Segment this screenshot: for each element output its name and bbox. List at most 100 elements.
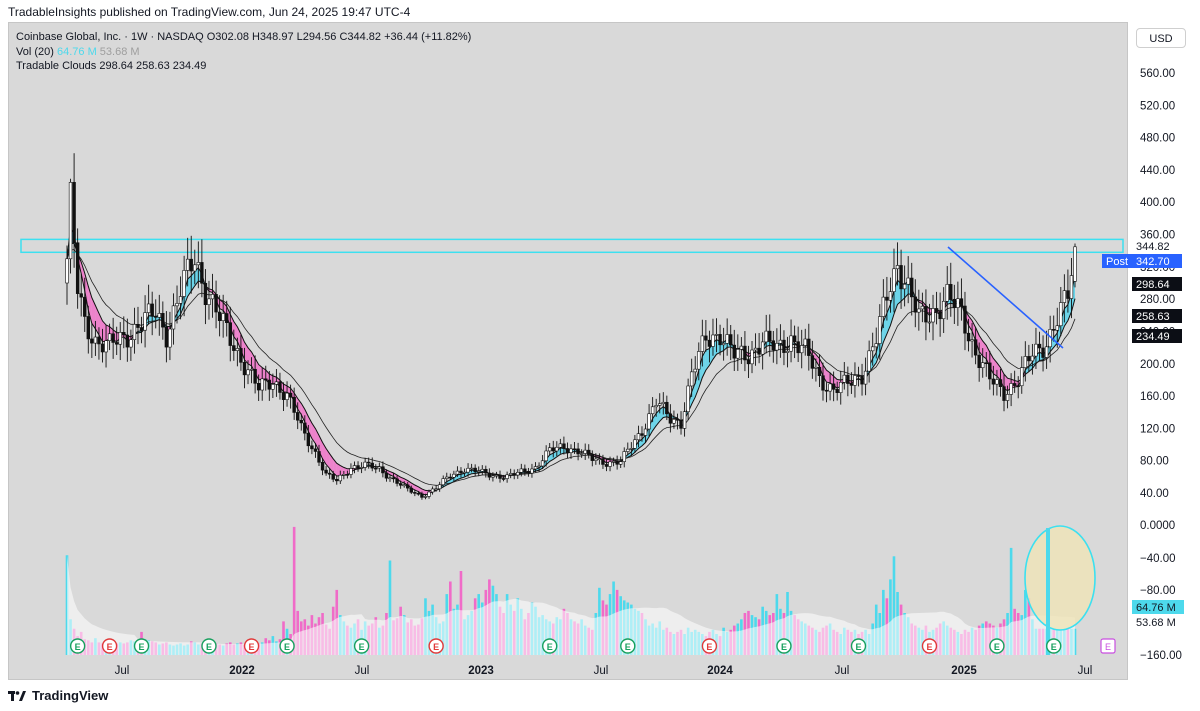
candle-body	[377, 466, 382, 469]
cloud-segment	[659, 406, 664, 422]
earnings-marker-ring	[243, 638, 260, 654]
price-axis[interactable]	[1128, 22, 1200, 680]
earnings-marker-icon: E	[542, 638, 558, 654]
candle-body	[594, 458, 598, 461]
cloud-segment	[177, 306, 181, 319]
candle-body	[175, 303, 179, 307]
candle-body	[583, 449, 587, 454]
price-tick-label: 520.00	[1140, 100, 1175, 112]
candle-body	[835, 389, 839, 393]
candle-body	[771, 340, 776, 351]
candle-body	[725, 334, 729, 344]
candle-body	[565, 448, 570, 453]
candle-body	[679, 419, 683, 429]
cloud-segment	[336, 463, 341, 477]
candle-body	[86, 316, 90, 340]
cloud-segment	[1071, 274, 1075, 312]
candle-body	[913, 296, 917, 313]
candle-body	[995, 379, 999, 385]
candle-body	[626, 448, 630, 452]
candle-body	[516, 472, 520, 476]
candle-body	[945, 284, 949, 302]
candle-body	[342, 474, 346, 476]
earnings-marker-text: E	[706, 642, 712, 652]
cloud-segment	[95, 305, 99, 335]
candle-body	[1027, 356, 1031, 362]
candle-body	[462, 471, 467, 474]
volume-legend[interactable]: Vol (20) 64.76 M 53.68 M	[16, 45, 471, 60]
clouds-legend[interactable]: Tradable Clouds 298.64 258.63 234.49	[16, 60, 207, 72]
candle-body	[157, 313, 161, 318]
candle-body	[79, 293, 83, 298]
candle-body	[775, 343, 779, 351]
chart-pane[interactable]	[8, 22, 1128, 680]
price-tick-label: 360.00	[1140, 230, 1175, 242]
cloud-segment	[546, 454, 550, 465]
candle-body	[413, 492, 417, 494]
candle-body	[299, 419, 303, 424]
cloud-segment	[340, 465, 344, 476]
candle-body	[189, 258, 193, 272]
candle-body	[406, 484, 410, 489]
candle-body	[622, 451, 626, 462]
candle-body	[849, 383, 854, 386]
price-tick-label: 200.00	[1140, 359, 1175, 371]
candle-body	[881, 296, 886, 317]
candle-body	[938, 311, 942, 320]
candle-body	[288, 392, 293, 398]
time-tick-label: 2024	[707, 665, 733, 677]
earnings-marker-text: E	[547, 642, 553, 652]
ticker-info[interactable]: Coinbase Global, Inc. · 1W · NASDAQ O302…	[16, 31, 472, 43]
cloud-segment	[333, 458, 337, 477]
currency-button[interactable]: USD	[1136, 28, 1186, 48]
candle-body	[810, 355, 815, 369]
candle-body	[867, 350, 871, 372]
cloud-segment	[645, 426, 650, 443]
candle-body	[423, 496, 428, 498]
cloud-segment	[191, 271, 195, 292]
candle-body	[246, 369, 250, 376]
candle-body	[136, 324, 140, 328]
candle-body	[139, 327, 144, 331]
price-tick-label: 80.00	[1140, 456, 1169, 468]
candle-body	[526, 471, 531, 474]
candle-body	[998, 379, 1003, 387]
volume-tick-label: −40.00	[1140, 553, 1176, 565]
candle-body	[232, 345, 236, 351]
candle-body	[72, 182, 76, 244]
candle-body	[885, 296, 889, 301]
candle-body	[296, 412, 300, 421]
candle-body	[154, 316, 158, 318]
post-market-label: Post	[1106, 256, 1128, 268]
candle-body	[477, 470, 481, 473]
earnings-marker-text: E	[625, 642, 631, 652]
candle-body	[633, 439, 637, 449]
candle-body	[114, 342, 119, 345]
candle-body	[313, 448, 318, 452]
volume-average-layer	[67, 555, 1075, 655]
candle-body	[1062, 290, 1067, 303]
time-tick-label: 2023	[468, 665, 494, 677]
tradingview-brand[interactable]: TradingView	[8, 688, 108, 703]
candle-body	[1016, 385, 1020, 387]
earnings-marker-text: E	[359, 642, 365, 652]
candle-body	[264, 378, 268, 381]
candle-body	[395, 478, 399, 484]
earnings-marker-ring	[921, 638, 938, 654]
cloud-segment	[627, 452, 632, 458]
candle-body	[1034, 343, 1038, 357]
cloud-segment	[1064, 304, 1068, 327]
cloud-segment	[975, 327, 980, 352]
price-tag-box	[1132, 254, 1182, 268]
candle-body	[697, 351, 701, 370]
candle-body	[739, 345, 744, 350]
candle-body	[111, 333, 115, 343]
candle-body	[100, 343, 105, 353]
candle-body	[860, 375, 864, 385]
candle-body	[164, 326, 169, 348]
price-tag-label: 298.64	[1136, 279, 1170, 291]
cloud-segment	[226, 306, 231, 328]
price-tick-label: 280.00	[1140, 294, 1175, 306]
cloud-segment	[695, 370, 699, 398]
